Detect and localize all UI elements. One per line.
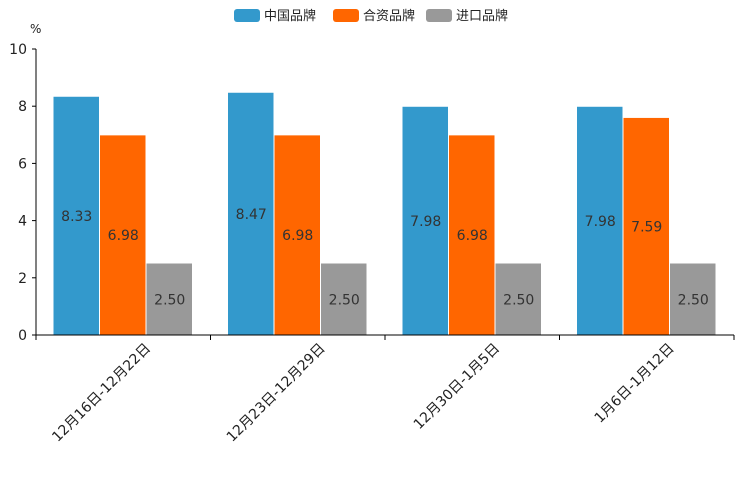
y-tick-label: 6 <box>18 156 27 172</box>
y-axis-unit-label: % <box>30 22 41 36</box>
y-tick-label: 10 <box>9 42 27 58</box>
y-axis: 0 2 4 6 8 10 <box>9 42 37 344</box>
legend-swatch[interactable] <box>234 9 260 22</box>
legend-swatch[interactable] <box>333 9 359 22</box>
data-label: 8.47 <box>236 207 267 223</box>
bar[interactable] <box>100 135 146 335</box>
bar[interactable] <box>495 263 542 336</box>
bar[interactable] <box>402 106 449 335</box>
legend-item-label[interactable]: 中国品牌 <box>264 8 316 24</box>
data-label: 6.98 <box>457 228 488 244</box>
bar[interactable] <box>274 135 321 335</box>
legend-item-label[interactable]: 进口品牌 <box>456 8 508 24</box>
bar[interactable] <box>577 106 623 335</box>
y-tick-label: 8 <box>18 99 27 115</box>
legend-swatch[interactable] <box>426 9 452 22</box>
bar[interactable] <box>623 117 670 336</box>
data-label: 2.50 <box>678 292 709 308</box>
x-category-label: 12月23日-12月29日 <box>224 341 329 446</box>
x-category-label: 12月16日-12月22日 <box>49 341 154 446</box>
data-label: 2.50 <box>329 292 360 308</box>
x-axis: 12月16日-12月22日 12月23日-12月29日 12月30日-1月5日 1月6… <box>35 334 735 446</box>
y-tick-label: 4 <box>18 214 27 230</box>
data-label: 7.98 <box>585 214 616 230</box>
data-label: 2.50 <box>154 292 185 308</box>
x-category-label: 1月6日-1月12日 <box>592 341 678 427</box>
data-label: 6.98 <box>282 228 313 244</box>
data-label: 7.98 <box>410 214 441 230</box>
y-tick-label: 0 <box>18 328 27 344</box>
y-tick-label: 2 <box>18 271 27 287</box>
bar[interactable] <box>53 96 100 336</box>
legend: 中国品牌 合资品牌 进口品牌 <box>234 8 508 24</box>
bar[interactable] <box>228 92 274 336</box>
data-label: 7.59 <box>631 219 662 235</box>
bar[interactable] <box>449 135 495 335</box>
bar[interactable] <box>321 263 367 336</box>
bar[interactable] <box>146 263 193 336</box>
bar[interactable] <box>670 263 716 336</box>
data-label: 2.50 <box>503 292 534 308</box>
bars-group: 8.33 6.98 2.50 8.47 6.98 2.50 7.98 6.98 2.50 7.98… <box>53 92 716 336</box>
data-label: 8.33 <box>61 209 92 225</box>
x-category-label: 12月30日-1月5日 <box>411 341 503 433</box>
data-label: 6.98 <box>108 228 139 244</box>
legend-item-label[interactable]: 合资品牌 <box>363 8 415 24</box>
